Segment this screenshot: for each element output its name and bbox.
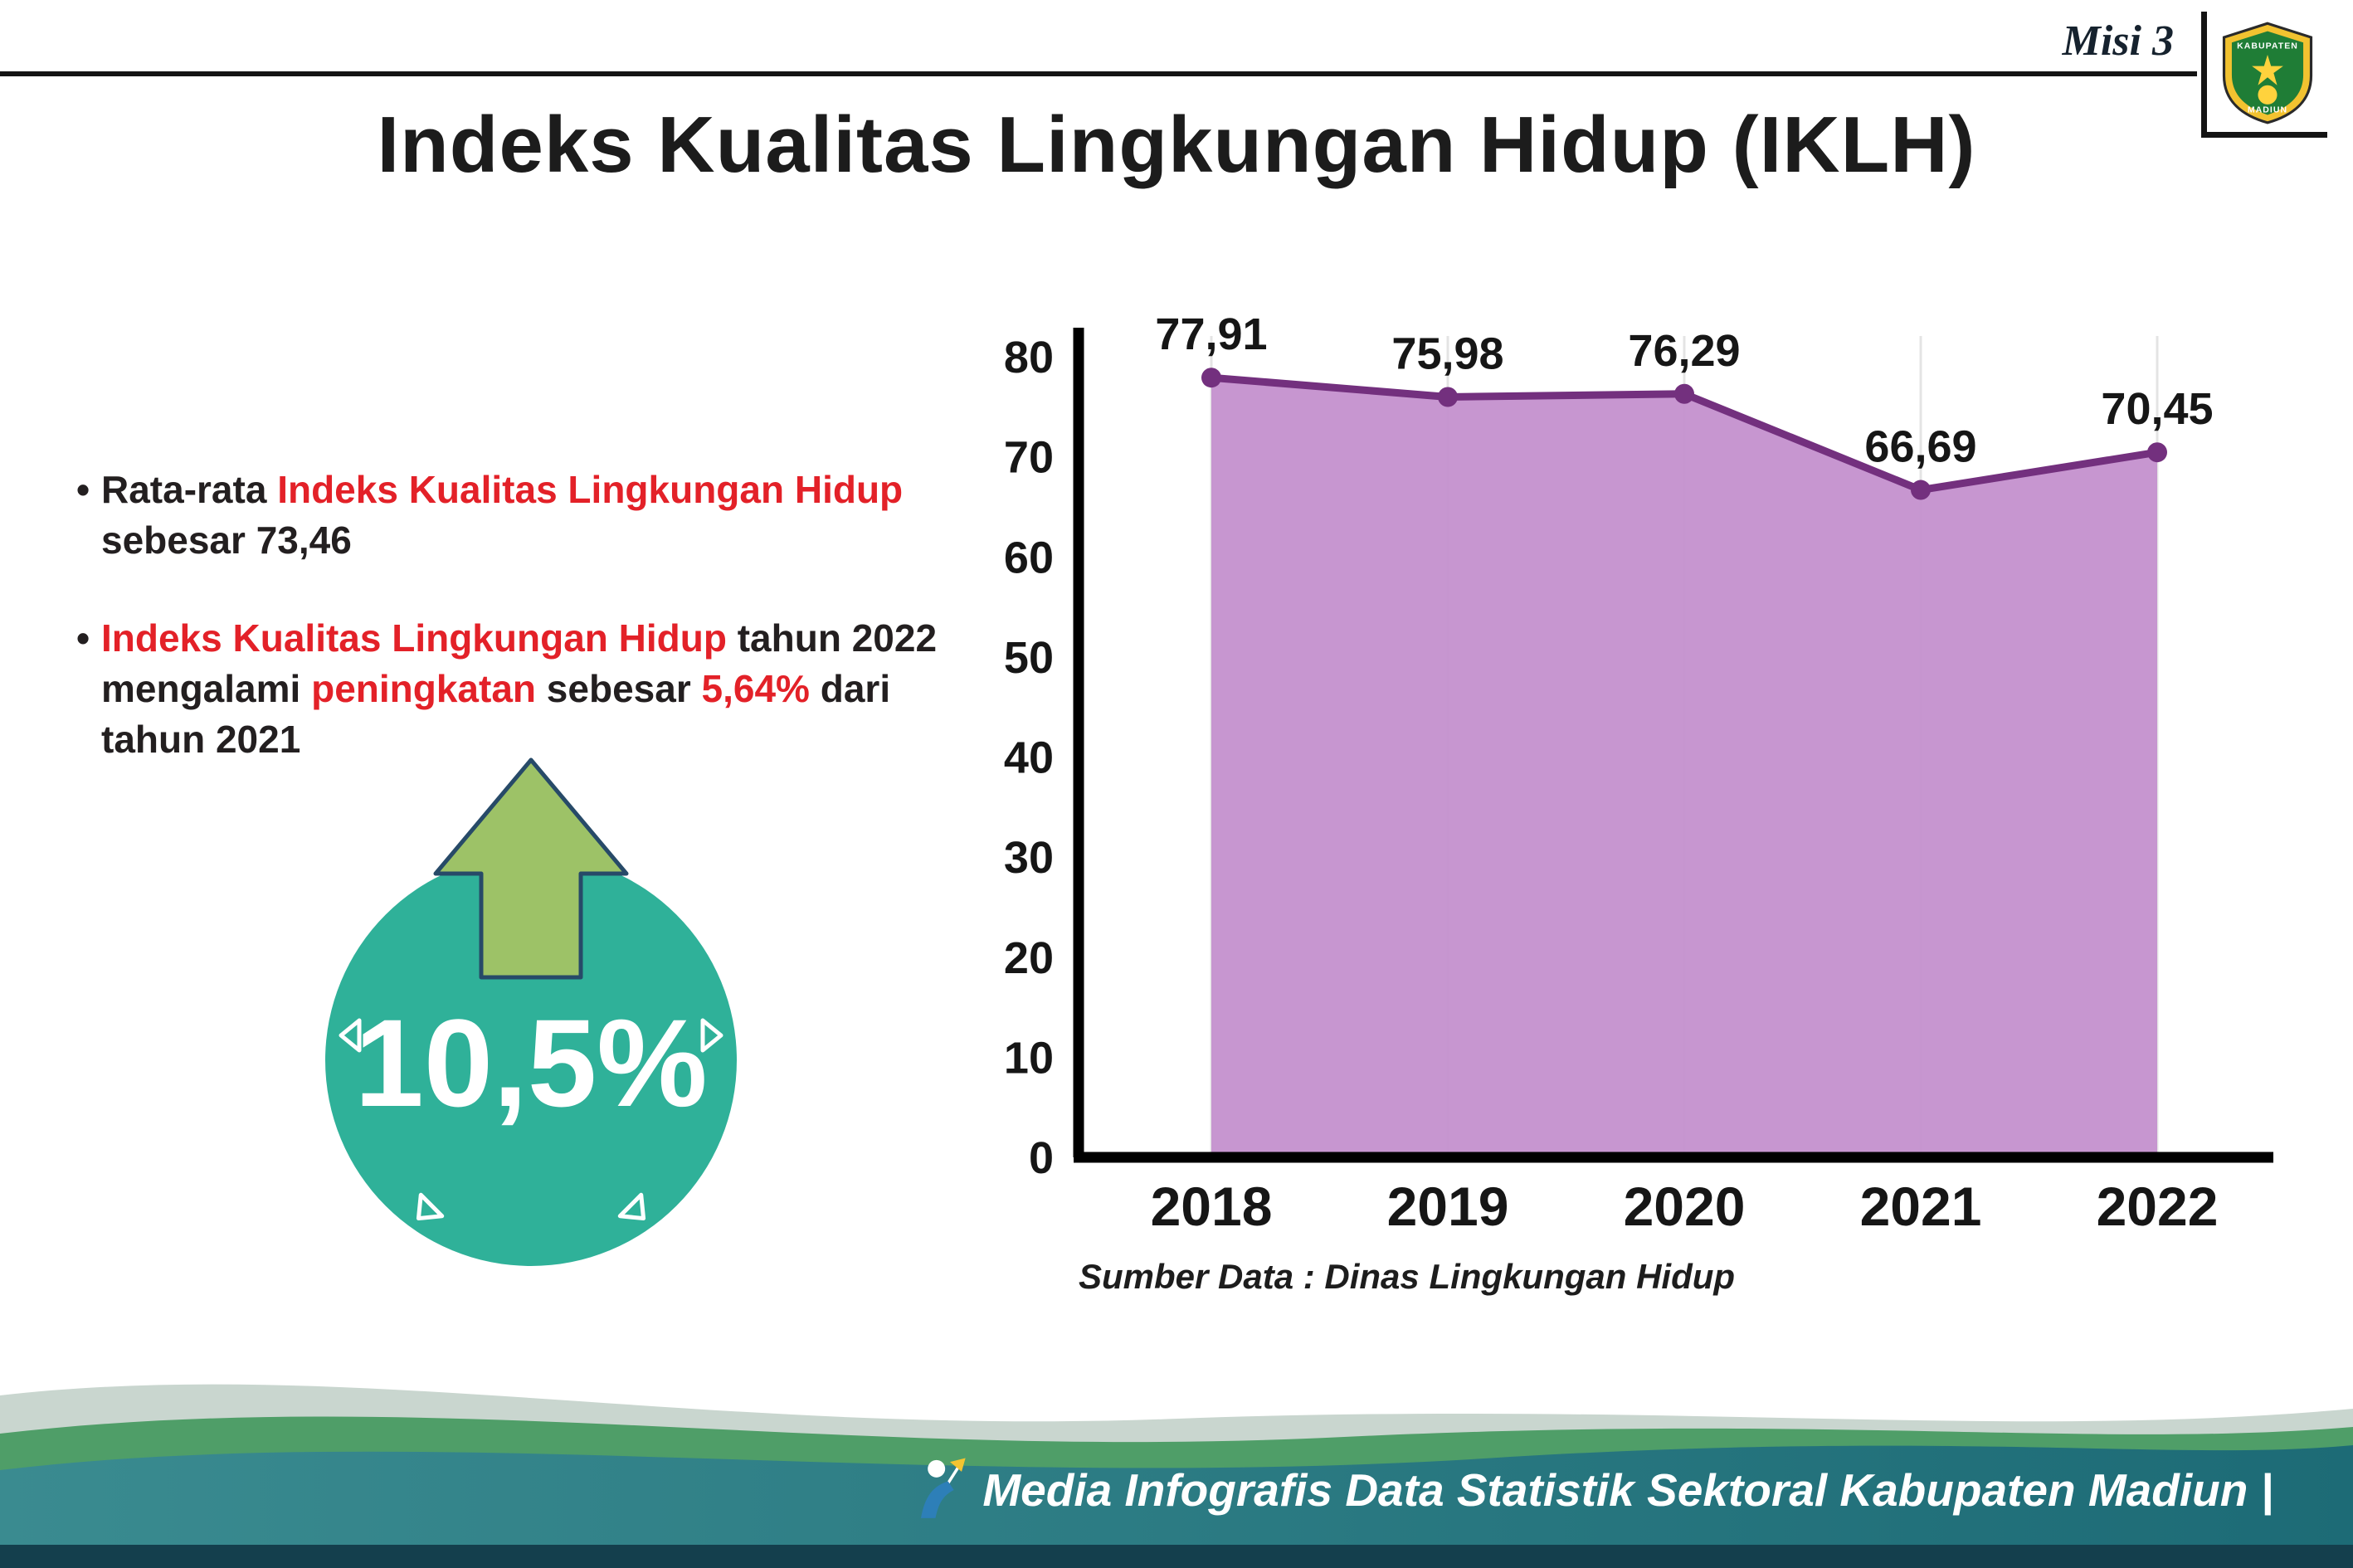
decor-triangle-icon — [339, 1018, 362, 1053]
value-label: 76,29 — [1628, 326, 1740, 376]
footer-credit-text: Media Infografis Data Statistik Sektoral… — [982, 1464, 2273, 1516]
y-tick-label: 0 — [1029, 1133, 1054, 1183]
value-label: 66,69 — [1864, 422, 1976, 472]
badge-circle — [325, 855, 737, 1266]
bullet-item: Rata-rata Indeks Kualitas Lingkungan Hid… — [76, 465, 956, 565]
y-tick-label: 80 — [1004, 333, 1054, 382]
iklh-chart-svg: 0 10 20 30 40 50 60 70 80 2018 2019 2020 2021 2022 77,… — [1004, 309, 2273, 1237]
bullet-text-segment: dari tahun 2021 — [101, 667, 891, 761]
logo-top-text: KABUPATEN — [2237, 41, 2298, 51]
mascot-icon — [921, 1458, 966, 1518]
y-tick-label: 10 — [1004, 1033, 1054, 1083]
logo-box: KABUPATEN MADIUN — [2201, 12, 2327, 138]
bullet-text-segment: sebesar — [536, 667, 702, 711]
area-fill — [1211, 377, 2157, 1157]
top-divider — [0, 71, 2197, 76]
data-point — [1911, 480, 1931, 500]
value-label: 75,98 — [1391, 329, 1503, 378]
value-label: 70,45 — [2101, 384, 2213, 434]
footer-bottom-strip — [0, 1545, 2353, 1568]
decor-triangle-icon — [617, 1192, 646, 1221]
data-source-caption: Sumber Data : Dinas Lingkungan Hidup — [1079, 1257, 1736, 1296]
up-arrow-icon — [433, 757, 629, 980]
wave-teal — [0, 1445, 2353, 1568]
x-tick-label: 2022 — [2097, 1176, 2219, 1237]
bullet-text-segment: tahun 2022 mengalami — [101, 616, 938, 711]
x-tick-label: 2019 — [1387, 1176, 1509, 1237]
x-tick-label: 2018 — [1151, 1176, 1273, 1237]
data-point — [1438, 387, 1458, 407]
increase-badge: 10,5% — [295, 728, 767, 1301]
bullet-text-segment: Indeks Kualitas Lingkungan Hidup — [101, 616, 727, 660]
footer-banner: Media Infografis Data Statistik Sektoral… — [0, 1361, 2353, 1568]
bullet-text-segment: 5,64% — [701, 667, 810, 711]
decor-triangle-icon — [416, 1192, 445, 1221]
y-tick-label: 40 — [1004, 733, 1054, 783]
badge-value: 10,5% — [354, 993, 707, 1132]
misi-label: Misi 3 — [2062, 17, 2174, 65]
value-label: 77,91 — [1155, 309, 1267, 359]
y-tick-label: 70 — [1004, 433, 1054, 483]
y-tick-label: 20 — [1004, 933, 1054, 983]
x-tick-label: 2020 — [1624, 1176, 1746, 1237]
bullet-item: Indeks Kualitas Lingkungan Hidup tahun 2… — [76, 613, 956, 764]
y-tick-label: 50 — [1004, 633, 1054, 683]
decor-triangle-icon — [700, 1018, 723, 1053]
footer-waves — [0, 1384, 2353, 1568]
logo-emblem-circle — [2257, 85, 2277, 105]
page-title: Indeks Kualitas Lingkungan Hidup (IKLH) — [377, 100, 1976, 189]
bullet-text-segment: Indeks Kualitas Lingkungan Hidup — [277, 468, 904, 511]
y-tick-label: 60 — [1004, 533, 1054, 582]
footer-credit: Media Infografis Data Statistik Sektoral… — [909, 1455, 2273, 1525]
bullet-text-segment: Rata-rata — [101, 468, 278, 511]
data-point — [2147, 442, 2167, 463]
data-point — [1674, 383, 1694, 404]
x-tick-label: 2021 — [1860, 1176, 1982, 1237]
y-tick-label: 30 — [1004, 833, 1054, 883]
bullet-text-segment: sebesar 73,46 — [101, 518, 352, 562]
data-point — [1201, 368, 1221, 388]
iklh-chart: 0 10 20 30 40 50 60 70 80 2018 2019 2020 2021 2022 77,… — [962, 290, 2340, 1303]
bullet-list: Rata-rata Indeks Kualitas Lingkungan Hid… — [76, 465, 956, 813]
kabupaten-madiun-logo-icon: KABUPATEN MADIUN — [2222, 22, 2312, 124]
logo-star — [2251, 54, 2283, 85]
bullet-text-segment: peningkatan — [311, 667, 537, 711]
logo-bottom-text: MADIUN — [2247, 105, 2287, 114]
